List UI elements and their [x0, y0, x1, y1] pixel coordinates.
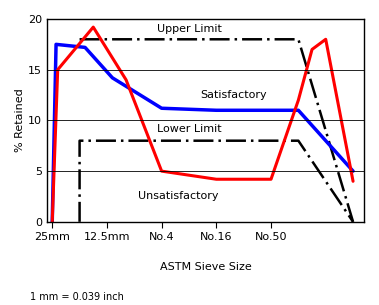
Text: Unsatisfactory: Unsatisfactory [138, 192, 218, 202]
Text: 1 mm = 0.039 inch: 1 mm = 0.039 inch [30, 292, 124, 302]
Text: Satisfactory: Satisfactory [200, 90, 266, 100]
Text: Lower Limit: Lower Limit [157, 124, 221, 134]
Text: Upper Limit: Upper Limit [157, 24, 221, 34]
X-axis label: ASTM Sieve Size: ASTM Sieve Size [160, 262, 251, 272]
Y-axis label: % Retained: % Retained [15, 88, 25, 152]
